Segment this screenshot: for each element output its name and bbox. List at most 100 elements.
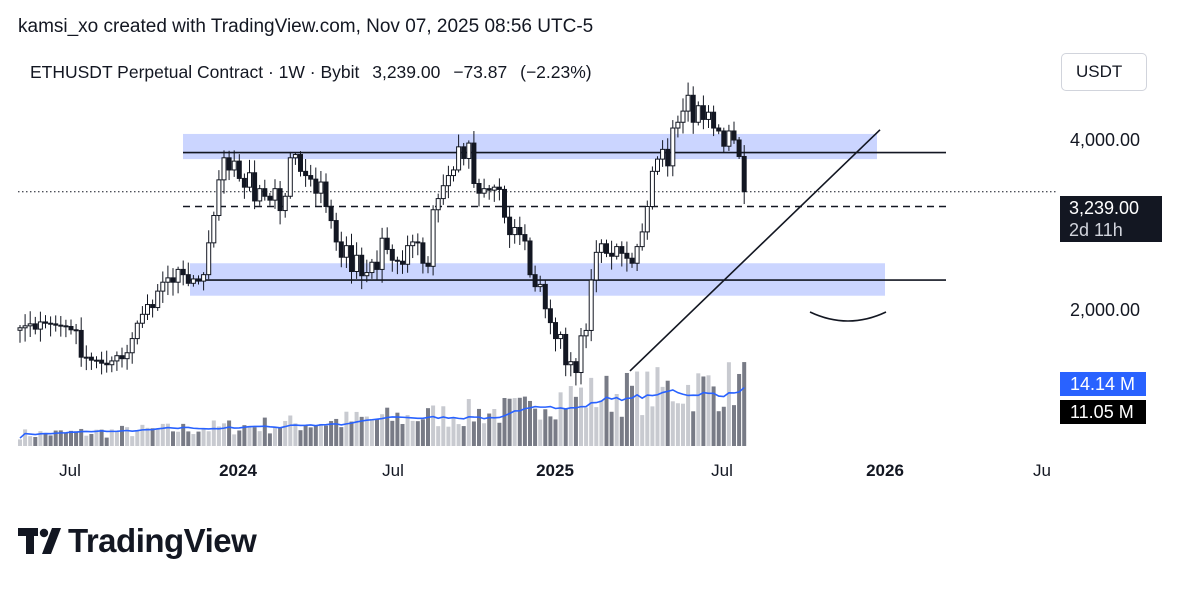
candle-body (318, 181, 324, 194)
candle-body (456, 146, 462, 171)
candle-body (445, 175, 451, 187)
volume-bar (420, 419, 425, 446)
time-axis-label-jul-2026: Ju (1033, 461, 1051, 480)
candle-body (124, 352, 130, 360)
volume-bar (716, 411, 721, 446)
volume-bar (553, 419, 558, 446)
volume-bar (308, 427, 313, 446)
volume-bar (33, 436, 38, 446)
candle-body (537, 283, 543, 288)
candle-body (430, 209, 436, 267)
candle-body (109, 360, 115, 366)
candle-body (563, 333, 569, 366)
tradingview-logo-icon (18, 528, 61, 554)
volume-bar (283, 420, 288, 446)
volume-bar (630, 385, 634, 446)
volume-bar (706, 375, 711, 446)
volume-bar (624, 372, 629, 446)
bar-countdown-tag: 2d 11h (1060, 220, 1162, 242)
volume-bar (63, 432, 68, 446)
volume-bar (670, 401, 675, 446)
volume-bar (609, 411, 614, 446)
volume-bar (507, 398, 512, 446)
time-axis-label-2025: 2025 (536, 461, 574, 480)
volume-bar (191, 434, 196, 446)
volume-bar (732, 405, 736, 446)
candle-body (726, 130, 732, 147)
candle-body (43, 321, 48, 324)
candle-body (532, 274, 538, 288)
candle-body (53, 323, 59, 326)
candle-body (476, 182, 482, 194)
candle-body (99, 359, 105, 364)
candle-body (323, 181, 329, 208)
volume-bar (364, 416, 369, 446)
candle-body (481, 188, 487, 194)
candle-body (175, 268, 181, 283)
candle-body (466, 142, 472, 159)
volume-bar (446, 426, 451, 446)
candle-body (73, 329, 79, 332)
volume-bar (721, 406, 726, 446)
volume-bar (216, 426, 221, 446)
candle-body (435, 198, 441, 211)
volume-bar (160, 423, 165, 446)
volume-bar (640, 415, 645, 446)
candle-body (675, 121, 681, 129)
candle-body (486, 188, 492, 191)
volume-bar (431, 405, 436, 446)
time-axis-label-2024: 2024 (219, 461, 257, 480)
volume-bar (711, 386, 716, 446)
volume-bar (558, 392, 563, 446)
volume-bar (150, 428, 155, 446)
volume-bar (99, 429, 104, 446)
last-price-tag: 3,239.00 (1060, 196, 1162, 220)
candle-body (369, 261, 375, 274)
tradingview-logo[interactable]: TradingView (18, 522, 257, 560)
volume-bar (584, 407, 589, 446)
candle-body (241, 177, 247, 188)
volume-tag: 11.05 M (1060, 400, 1146, 424)
candle-body (134, 322, 140, 340)
curved-projection (809, 311, 887, 322)
currency-selector[interactable]: USDT (1061, 53, 1147, 91)
candle-body (104, 362, 110, 366)
volume-bar (563, 408, 568, 446)
lines-layer (18, 129, 1058, 372)
candle-body (364, 272, 370, 277)
resistance-zone (183, 133, 877, 160)
candle-body (405, 245, 411, 265)
volume-bar (318, 423, 323, 446)
candle-body (512, 226, 518, 236)
candle-body (721, 130, 727, 147)
volume-bar (517, 397, 522, 446)
volume-bar (614, 394, 619, 446)
candle-body (303, 170, 309, 177)
candle-body (573, 361, 579, 374)
candle-body (711, 111, 717, 129)
candle-body (185, 274, 191, 284)
price-axis-label-4000: 4,000.00 (1070, 130, 1141, 150)
candle-body (145, 304, 150, 315)
volume-bar (599, 400, 604, 446)
volume-bar (222, 423, 226, 446)
candle-body (354, 254, 360, 272)
volume-bar (492, 409, 497, 446)
volume-bar (293, 423, 298, 446)
chart-attribution: kamsi_xo created with TradingView.com, N… (18, 16, 594, 37)
candle-body (440, 185, 446, 200)
volume-bar (477, 408, 481, 446)
candle-body (165, 277, 171, 283)
volume-bar (354, 411, 359, 446)
volume-bar (58, 430, 63, 446)
volume-bar (696, 373, 701, 446)
volume-bar (140, 424, 145, 446)
candle-body (226, 157, 232, 171)
candle-body (695, 105, 701, 123)
volume-bar (400, 423, 405, 446)
time-axis-label-2026: 2026 (866, 461, 904, 480)
candle-body (394, 259, 400, 262)
candle-body (37, 321, 43, 330)
candle-body (150, 304, 156, 309)
